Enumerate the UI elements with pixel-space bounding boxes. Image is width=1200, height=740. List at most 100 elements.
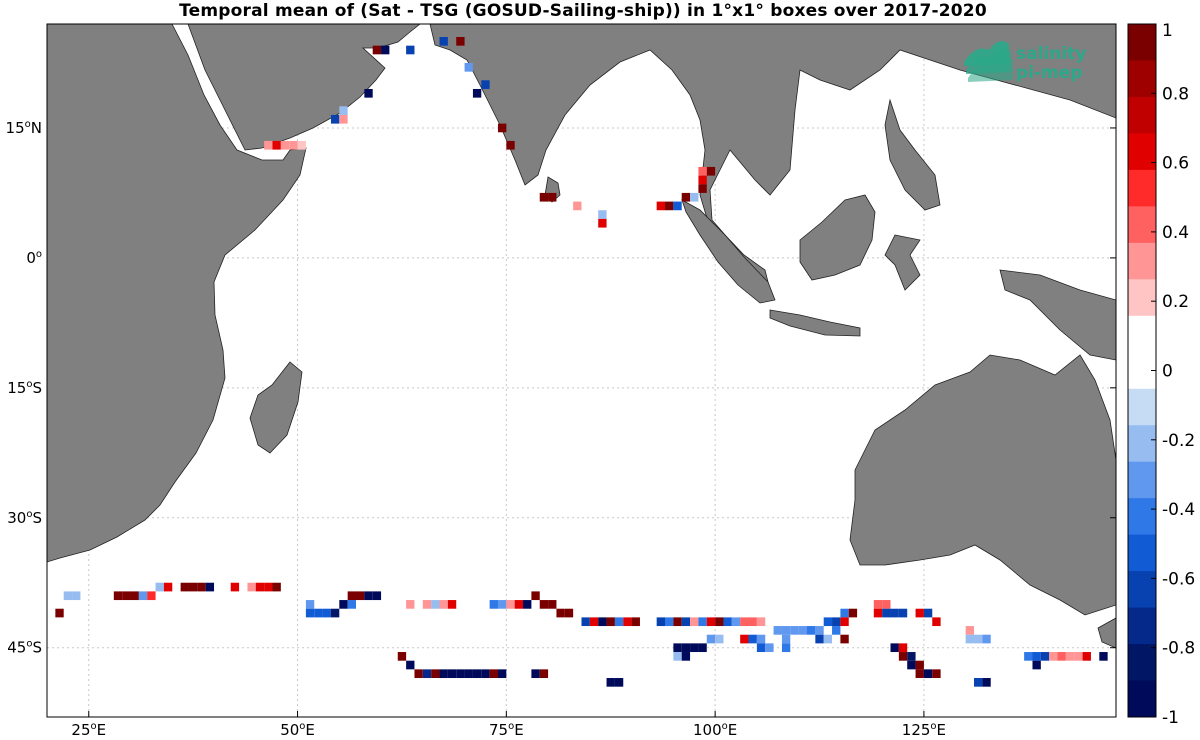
data-cell: [272, 140, 281, 150]
data-cell: [138, 591, 148, 601]
colorbar-segment: [1128, 133, 1156, 171]
colorbar-segment: [1128, 96, 1156, 134]
data-cell: [656, 617, 666, 627]
colorbar-segment: [1128, 279, 1156, 317]
data-cell: [514, 600, 524, 609]
data-cell: [631, 617, 640, 627]
land-madagascar: [249, 361, 303, 454]
y-tick-label: 0o: [26, 249, 42, 267]
data-cell: [798, 626, 807, 635]
colorbar-label: -0.8: [1162, 639, 1195, 659]
data-cell: [113, 591, 123, 601]
data-cell: [564, 608, 574, 618]
data-cell: [923, 608, 933, 618]
data-cell: [806, 626, 816, 635]
data-cell: [497, 600, 507, 609]
data-cell: [898, 608, 908, 618]
colorbar-segment: [1128, 242, 1156, 280]
x-tick-label: 100oE: [693, 721, 737, 739]
data-cell: [247, 582, 256, 592]
data-cell: [372, 45, 382, 55]
data-cell: [965, 626, 975, 635]
data-cell: [314, 608, 323, 618]
data-cell: [422, 669, 432, 679]
data-cell: [731, 617, 741, 627]
data-cell: [781, 634, 791, 644]
data-cell: [882, 600, 891, 609]
data-cell: [589, 617, 599, 627]
data-cell: [322, 608, 331, 618]
data-cell: [832, 626, 841, 635]
data-cell: [773, 626, 782, 635]
data-cell: [840, 634, 849, 644]
colorbar-segment: [1128, 534, 1156, 572]
map-title: Temporal mean of (Sat - TSG (GOSUD-Saili…: [179, 1, 987, 21]
data-cell: [740, 617, 749, 627]
data-cell: [698, 184, 707, 193]
data-cell: [539, 600, 549, 609]
data-cell: [965, 634, 975, 644]
data-cell: [255, 582, 265, 592]
logo-line2: pi-mep: [1016, 63, 1082, 83]
data-cell: [840, 608, 849, 618]
data-cell: [756, 617, 766, 627]
data-cell: [422, 600, 432, 609]
data-cell: [347, 600, 357, 609]
data-cell: [364, 591, 373, 601]
data-cell: [188, 582, 198, 592]
data-cell: [447, 669, 457, 679]
data-cell: [55, 608, 64, 618]
data-cell: [1116, 661, 1124, 670]
data-cell: [815, 626, 824, 635]
colorbar-label: -1: [1162, 708, 1179, 728]
data-cell: [890, 643, 899, 653]
data-cell: [690, 617, 699, 627]
colorbar-label: -0.6: [1162, 569, 1195, 589]
data-cell: [614, 617, 624, 627]
data-cell: [456, 669, 465, 679]
data-cell: [690, 192, 699, 202]
data-cell: [264, 582, 273, 592]
x-tick-label: 125oE: [902, 721, 946, 739]
data-cell: [406, 660, 415, 670]
data-cell: [472, 88, 482, 98]
land-africa: [47, 24, 307, 563]
data-cell: [982, 634, 991, 644]
data-cell: [815, 634, 824, 644]
colorbar-segment: [1128, 607, 1156, 645]
data-cell: [907, 652, 916, 661]
data-cell: [531, 591, 540, 601]
data-cell: [765, 643, 774, 653]
data-cell: [790, 626, 799, 635]
colorbar-label: -0.4: [1162, 500, 1195, 520]
data-cell: [673, 652, 682, 661]
x-tick-label: 25oE: [71, 721, 106, 739]
data-cell: [397, 652, 407, 661]
data-cell: [330, 114, 340, 124]
data-cell: [623, 617, 632, 627]
data-cell: [681, 643, 691, 653]
data-cell: [1040, 652, 1050, 661]
land-java: [769, 309, 861, 337]
colorbar-label: 1: [1162, 21, 1173, 41]
data-cell: [848, 608, 858, 618]
data-cell: [706, 617, 716, 627]
data-cell: [431, 669, 440, 679]
data-cell: [1099, 652, 1108, 661]
data-cell: [598, 617, 607, 627]
colorbar-segment: [1128, 206, 1156, 244]
data-cell: [556, 608, 565, 618]
data-cell: [673, 643, 682, 653]
y-tick-label: 30oS: [7, 509, 42, 527]
plot-frame: [46, 23, 1117, 718]
data-cell: [339, 600, 348, 609]
data-cell: [740, 634, 749, 644]
data-cell: [873, 608, 883, 618]
data-cell: [155, 582, 164, 592]
data-cell: [673, 201, 682, 211]
data-cell: [656, 201, 666, 211]
data-cell: [523, 600, 532, 609]
data-cell: [756, 643, 766, 653]
data-cell: [915, 608, 924, 618]
data-cell: [297, 140, 306, 150]
